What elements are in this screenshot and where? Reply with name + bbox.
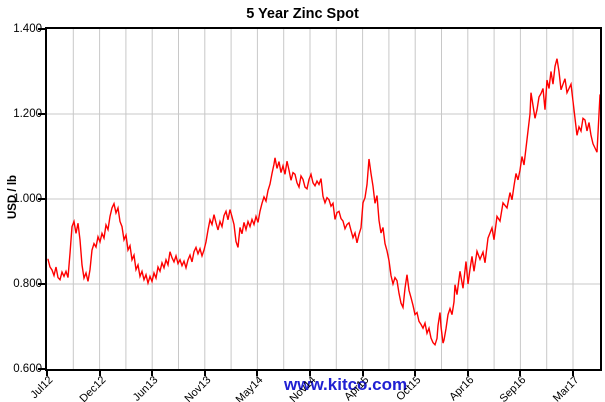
kitco-watermark: www.kitco.com	[284, 375, 408, 394]
zinc-price-line	[47, 58, 600, 347]
x-tick-mark	[519, 371, 522, 376]
y-tick-mark	[38, 198, 45, 200]
x-tick-mark	[203, 371, 206, 376]
x-tick-mark	[572, 371, 574, 376]
y-tick-label: 1.000	[13, 193, 42, 205]
y-tick-label: 1.200	[13, 108, 42, 120]
y-tick-mark	[38, 283, 45, 285]
y-tick-label: 0.800	[13, 278, 42, 290]
x-tick-mark	[151, 371, 154, 376]
y-tick-mark	[38, 368, 45, 370]
x-tick-label: Sep16	[497, 374, 529, 402]
x-tick-label: Jun13	[130, 374, 161, 402]
x-tick-label: Jul12	[28, 374, 56, 402]
x-tick-mark	[466, 371, 469, 376]
x-tick-mark	[414, 371, 417, 376]
x-tick-mark	[46, 371, 48, 376]
x-tick-mark	[98, 371, 101, 376]
y-tick-label: 0.600	[13, 363, 42, 375]
chart-title: 5 Year Zinc Spot	[246, 6, 359, 22]
x-tick-label: May14	[234, 374, 266, 402]
x-tick-label: Apr16	[447, 374, 477, 402]
y-tick-mark	[38, 113, 45, 115]
x-tick-mark	[361, 371, 364, 376]
y-tick-label: 1.400	[13, 23, 42, 35]
x-tick-label: Mar17	[550, 374, 582, 402]
x-tick-label: Dec12	[77, 374, 109, 402]
x-tick-label: Nov13	[182, 374, 214, 402]
x-tick-mark	[256, 371, 259, 376]
y-tick-mark	[38, 28, 45, 30]
plot-area: www.kitco.com	[45, 27, 602, 394]
x-tick-mark	[309, 371, 311, 376]
